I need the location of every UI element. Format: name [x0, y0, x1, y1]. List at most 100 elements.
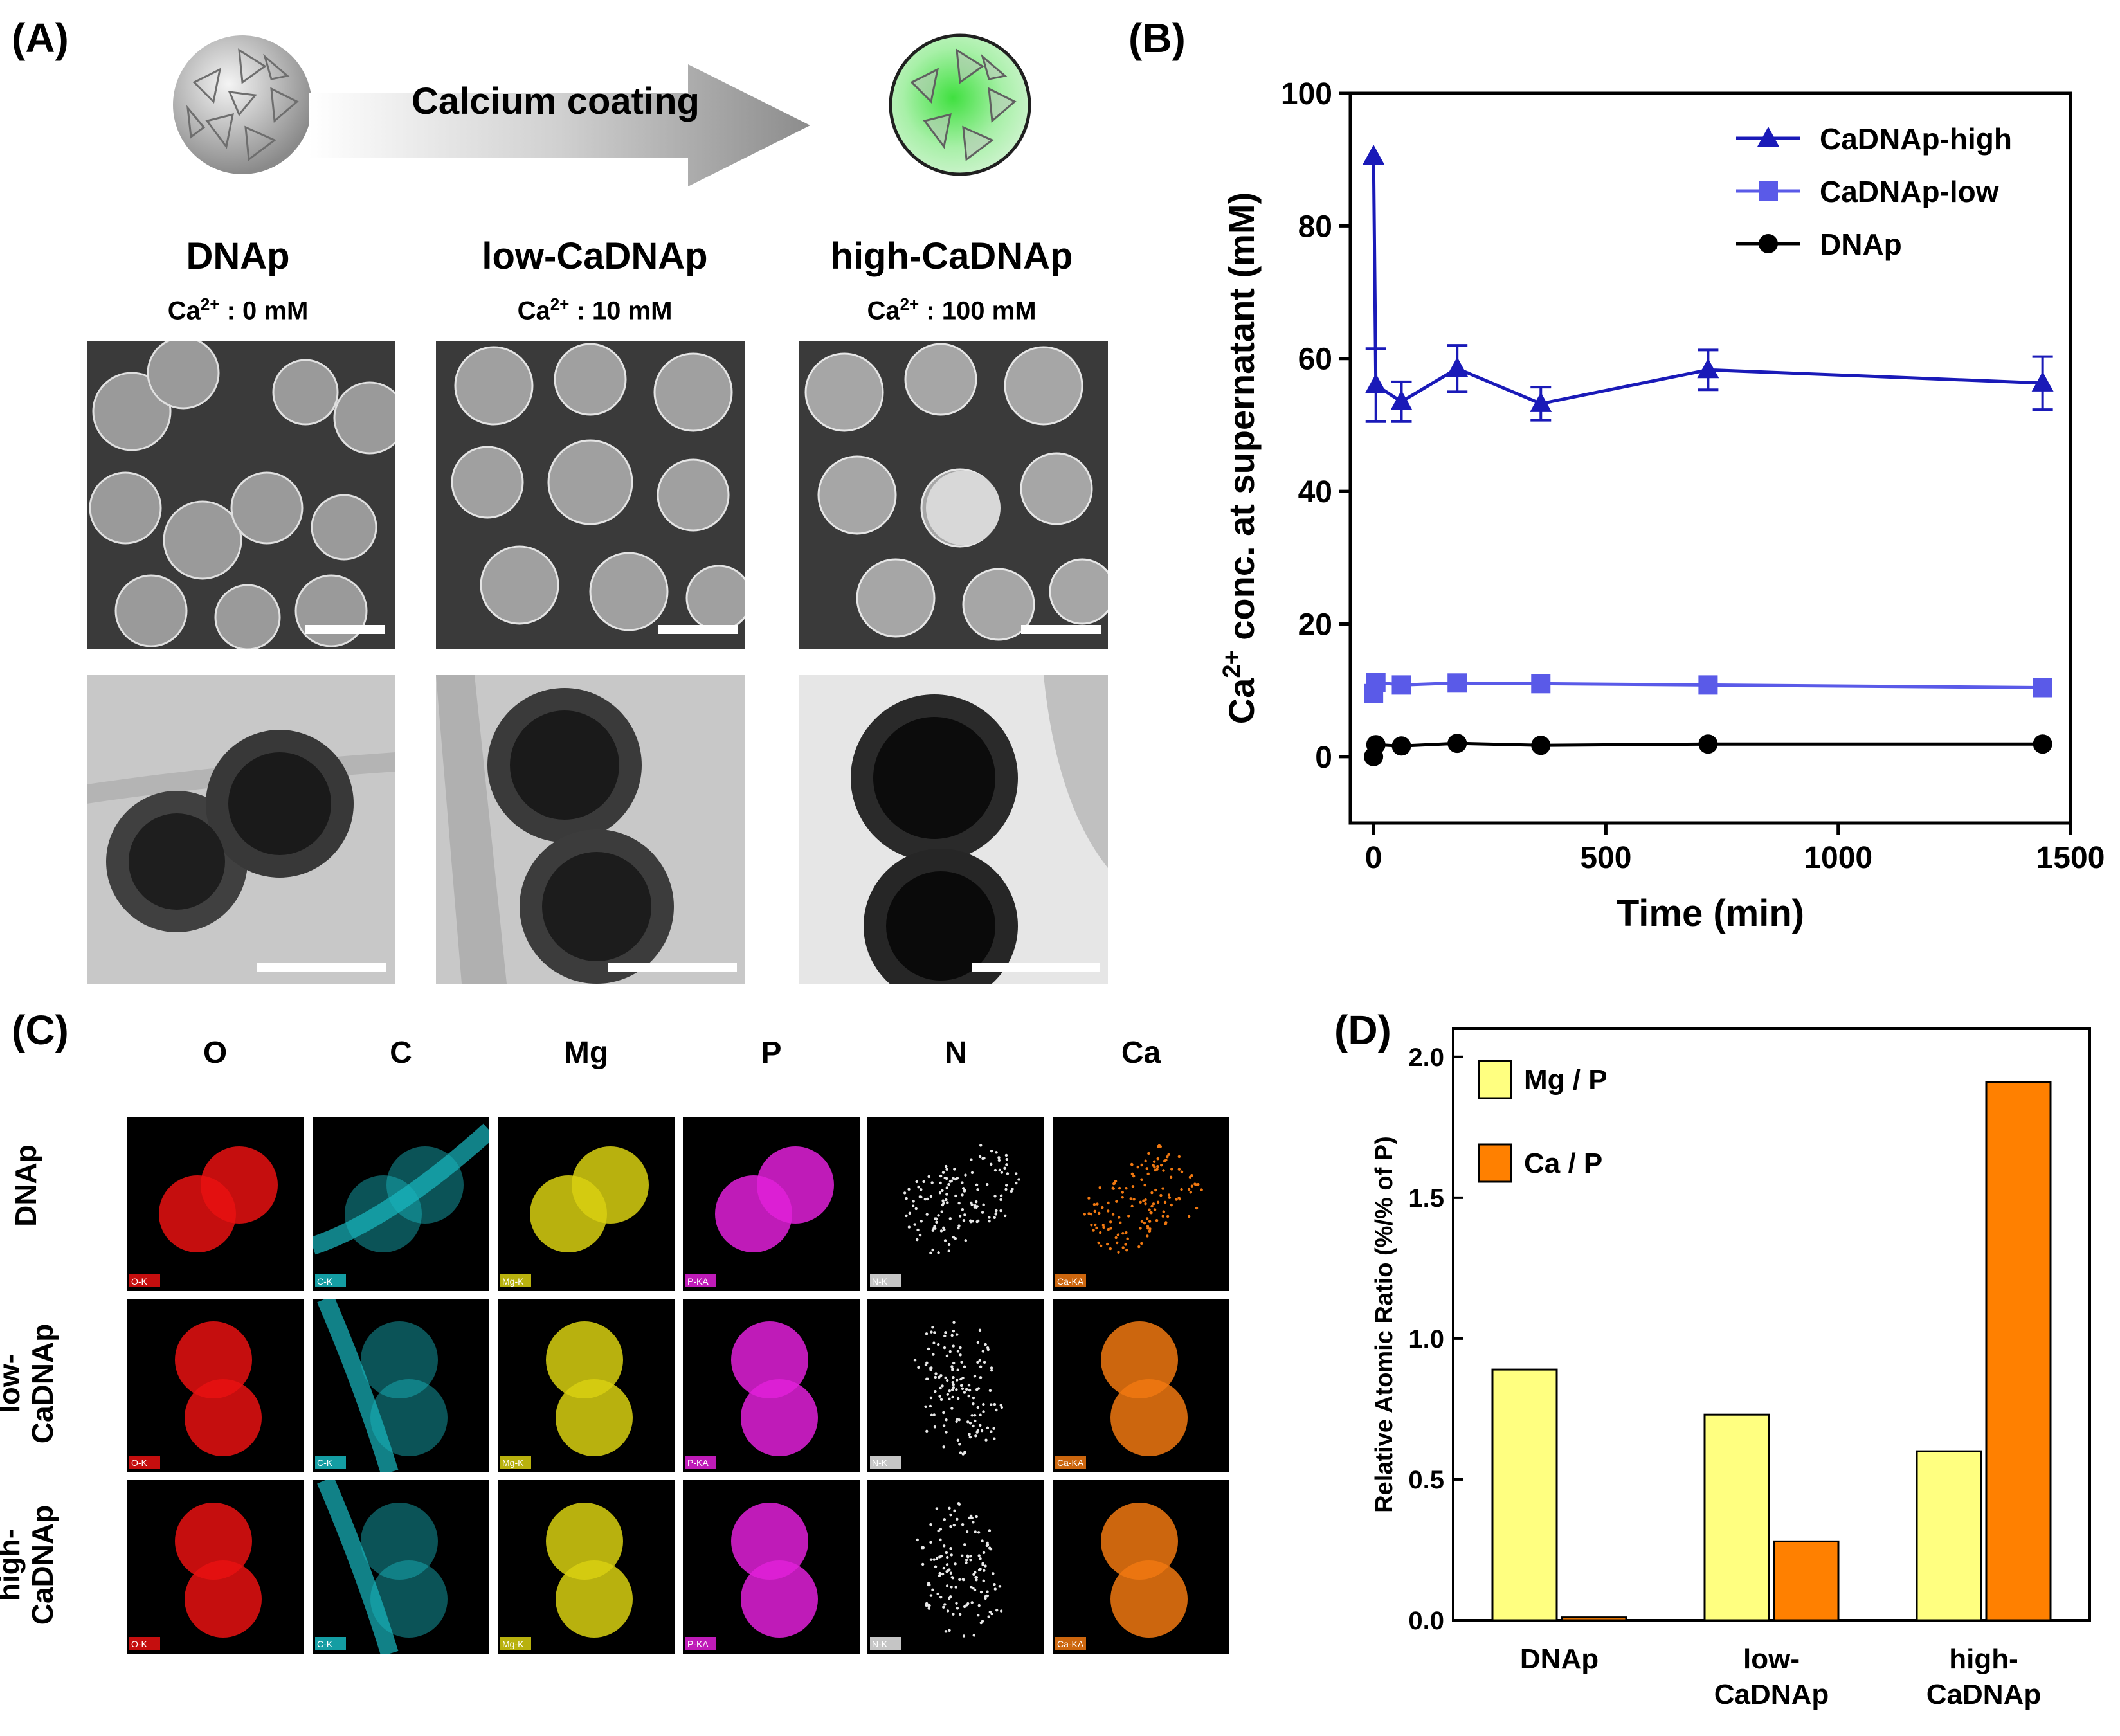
eds-dot [1144, 1159, 1147, 1162]
eds-dot [951, 1367, 954, 1371]
particle-signal [546, 1503, 623, 1580]
tile-tag-text: P-KA [687, 1276, 709, 1287]
eds-dot [1163, 1200, 1167, 1204]
eds-dot [1014, 1172, 1018, 1175]
particle-signal [175, 1503, 252, 1580]
eds-dot [950, 1365, 954, 1368]
eds-dot [999, 1209, 1002, 1213]
eds-dot [1115, 1200, 1118, 1203]
eds-dot [975, 1515, 978, 1519]
eds-dot [927, 1175, 930, 1179]
eds-dot [975, 1205, 979, 1208]
eds-dot [986, 1543, 990, 1547]
eds-dot [1132, 1175, 1136, 1178]
eds-dot [920, 1220, 923, 1223]
eds-dot [956, 1368, 959, 1371]
eds-dot [979, 1590, 983, 1594]
x-category-label: high- [1949, 1643, 2018, 1675]
eds-dot [1094, 1223, 1097, 1227]
eds-dot [933, 1331, 936, 1334]
eds-dot [982, 1579, 985, 1583]
tile-tag-text: Mg-K [502, 1276, 524, 1287]
eds-dot [1159, 1145, 1162, 1148]
bar [1985, 1081, 2052, 1622]
eds-dot [982, 1551, 986, 1555]
eds-dot [986, 1346, 990, 1350]
eds-dot [1121, 1191, 1125, 1194]
eds-dot [948, 1629, 951, 1632]
eds-dot [973, 1588, 977, 1592]
eds-dot [933, 1225, 936, 1228]
eds-dot [976, 1429, 979, 1433]
data-point [1447, 734, 1467, 754]
eds-dot [952, 1177, 955, 1180]
eds-dot [943, 1603, 947, 1606]
tile-tag-box [500, 1637, 531, 1650]
eds-dot [1011, 1188, 1014, 1191]
eds-dot [954, 1194, 957, 1198]
eds-dot [993, 1587, 997, 1591]
eds-dot [979, 1557, 982, 1560]
tile-tag-box [870, 1456, 901, 1469]
eds-dot [942, 1445, 945, 1449]
eds-dot [997, 1156, 1001, 1159]
eds-dot [1132, 1198, 1136, 1201]
eds-dot [1159, 1193, 1163, 1197]
eds-dot [970, 1601, 974, 1604]
x-category-label: low- [1743, 1643, 1800, 1675]
eds-dot [955, 1420, 958, 1424]
eds-dot [945, 1193, 948, 1196]
eds-dot [1148, 1227, 1152, 1231]
eds-dot [992, 1572, 995, 1575]
eds-map-tile: N-K [867, 1117, 1044, 1291]
legend-swatch [1478, 1143, 1512, 1183]
x-tick-label: 1000 [1804, 841, 1872, 875]
eds-dot [956, 1397, 960, 1400]
eds-map-tile: P-KA [683, 1480, 860, 1654]
eds-dot [960, 1384, 963, 1387]
eds-dot [972, 1424, 975, 1428]
eds-dot [1146, 1234, 1149, 1238]
eds-dot [953, 1168, 956, 1171]
eds-dot [969, 1554, 972, 1558]
eds-map-tile: Ca-KA [1053, 1117, 1229, 1291]
eds-dot [966, 1555, 970, 1559]
eds-dot [990, 1430, 993, 1433]
particle-signal [361, 1503, 438, 1580]
eds-dot [1092, 1229, 1095, 1232]
eds-dot [968, 1388, 972, 1392]
eds-dot [954, 1562, 957, 1566]
eds-map-tile: O-K [127, 1480, 304, 1654]
y-axis-label: Relative Atomic Ratio (%/% of P) [1371, 1136, 1398, 1513]
eds-dot [1157, 1144, 1160, 1148]
eds-dot [961, 1578, 965, 1581]
data-point [1446, 357, 1469, 377]
eds-dot [939, 1181, 942, 1185]
eds-dot [941, 1189, 944, 1192]
eds-row-label: low- CaDNAp [0, 1297, 59, 1470]
eds-dot [970, 1171, 974, 1175]
eds-dot [959, 1451, 963, 1454]
eds-dot [974, 1571, 977, 1574]
eds-dot [932, 1413, 936, 1416]
eds-dot [999, 1194, 1003, 1197]
eds-dot [977, 1531, 981, 1534]
eds-dot [1000, 1171, 1004, 1174]
eds-dot [979, 1424, 982, 1427]
legend-marker [1757, 127, 1779, 147]
sem-image-dnap [87, 341, 395, 649]
particle-signal [757, 1146, 834, 1224]
eds-dot [937, 1529, 940, 1533]
eds-dot [978, 1155, 982, 1159]
eds-dot [981, 1350, 985, 1353]
x-category-label: CaDNAp [1714, 1679, 1829, 1710]
eds-dot [978, 1359, 982, 1362]
eds-dot [969, 1220, 973, 1224]
eds-dot [963, 1543, 966, 1546]
eds-dot [955, 1602, 958, 1605]
eds-dot [925, 1332, 929, 1335]
eds-dot [1116, 1233, 1120, 1236]
eds-dot [950, 1407, 954, 1410]
data-point [1531, 736, 1551, 755]
eds-dot [943, 1239, 947, 1242]
